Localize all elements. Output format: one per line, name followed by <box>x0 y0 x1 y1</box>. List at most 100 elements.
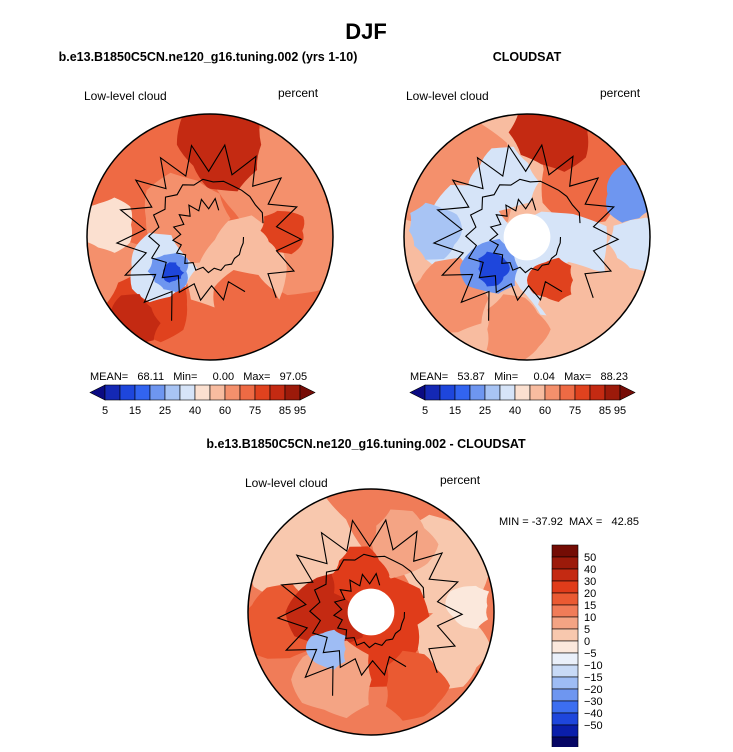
colorbar-tick-label: −40 <box>584 708 603 720</box>
colorbar-tick-label: 95 <box>294 405 306 417</box>
colorbar-tick-label: 10 <box>584 612 596 624</box>
colorbar-swatch <box>484 384 501 401</box>
contour-region <box>291 640 372 719</box>
contour-region <box>606 164 650 223</box>
colorbar-swatch <box>119 384 136 401</box>
colorbar-swatch <box>589 384 606 401</box>
colorbar-tick-label: 15 <box>449 405 461 417</box>
colorbar-swatch <box>551 736 579 750</box>
pole-hole <box>347 588 395 636</box>
colorbar-tick-label: 50 <box>584 552 596 564</box>
colorbar-swatch <box>469 384 486 401</box>
contour-region <box>408 202 462 260</box>
colorbar-swatch <box>551 640 579 654</box>
colorbar-tick-label: −30 <box>584 696 603 708</box>
panel1-stats: MEAN= 68.11 Min= 0.00 Max= 97.05 <box>90 371 307 383</box>
contour-region <box>508 114 589 172</box>
colorbar-swatch <box>551 688 579 702</box>
panel2-left-label: Low-level cloud <box>406 89 489 103</box>
colorbar-tick-label: 20 <box>584 588 596 600</box>
map-boundary <box>403 113 651 361</box>
colorbar-swatch <box>254 384 271 401</box>
panel1-right-label: percent <box>278 86 319 100</box>
colorbar-swatch <box>551 700 579 714</box>
colorbar-tick-label: 40 <box>189 405 201 417</box>
panel1-colorbar: 5 15 25 40 60 75 85 95 <box>89 384 316 417</box>
panel3-right-label: percent <box>440 473 481 487</box>
colorbar-swatch <box>194 384 211 401</box>
colorbar-swatch <box>559 384 576 401</box>
colorbar-tick-label: 0 <box>584 636 590 648</box>
contour-region <box>486 294 551 360</box>
colorbar-swatch <box>104 384 121 401</box>
coastline <box>115 143 303 321</box>
colorbar-swatch <box>454 384 471 401</box>
colorbar-swatch <box>551 556 579 570</box>
panel3-stats: MIN = -37.92 MAX = 42.85 <box>499 516 639 528</box>
panel2-colorbar: 5 15 25 40 60 75 85 95 <box>409 384 636 417</box>
panel2-stats: MEAN= 53.87 Min= 0.04 Max= 88.23 <box>410 371 628 383</box>
colorbar-swatch <box>409 384 426 401</box>
colorbar-tick-label: 95 <box>614 405 626 417</box>
colorbar-swatch <box>179 384 196 401</box>
colorbar-tick-label: −5 <box>584 648 597 660</box>
colorbar-tick-label: 60 <box>539 405 551 417</box>
colorbar-swatch <box>551 664 579 678</box>
colorbar-swatch <box>551 604 579 618</box>
colorbar-tick-label: −50 <box>584 720 603 732</box>
colorbar-tick-label: −20 <box>584 684 603 696</box>
colorbar-swatch <box>551 544 579 558</box>
panel2-map <box>403 113 651 361</box>
panel1-left-label: Low-level cloud <box>84 89 167 103</box>
colorbar-swatch <box>284 384 301 401</box>
colorbar-swatch <box>529 384 546 401</box>
colorbar-tick-label: 85 <box>599 405 611 417</box>
colorbar-tick-label: 40 <box>509 405 521 417</box>
colorbar-swatch <box>551 628 579 642</box>
panel3-field <box>248 489 494 735</box>
colorbar-swatch <box>224 384 241 401</box>
colorbar-swatch <box>209 384 226 401</box>
colorbar-tick-label: 30 <box>584 576 596 588</box>
colorbar-swatch <box>269 384 286 401</box>
colorbar-swatch <box>604 384 621 401</box>
panel1-field <box>87 114 333 360</box>
figure-title: DJF <box>345 19 387 44</box>
contour-region <box>213 270 289 352</box>
colorbar-swatch <box>619 384 636 401</box>
colorbar-tick-label: 60 <box>219 405 231 417</box>
colorbar-tick-label: 25 <box>479 405 491 417</box>
panel2-field <box>404 114 650 360</box>
panel2-right-label: percent <box>600 86 641 100</box>
colorbar-swatch <box>574 384 591 401</box>
colorbar-swatch <box>551 724 579 738</box>
contour-region <box>371 509 439 579</box>
contour-region <box>87 197 133 253</box>
colorbar-tick-label: −10 <box>584 660 603 672</box>
colorbar-tick-label: 75 <box>249 405 261 417</box>
panel1-heading: b.e13.B1850C5CN.ne120_g16.tuning.002 (yr… <box>59 50 358 64</box>
colorbar-swatch <box>499 384 516 401</box>
colorbar-swatch <box>551 712 579 726</box>
colorbar-swatch <box>164 384 181 401</box>
contour-region <box>445 585 490 630</box>
colorbar-swatch <box>551 616 579 630</box>
colorbar-swatch <box>551 568 579 582</box>
colorbar-swatch <box>89 384 106 401</box>
colorbar-swatch <box>551 580 579 594</box>
colorbar-swatch <box>149 384 166 401</box>
pole-hole <box>503 213 551 261</box>
panel3-map <box>247 488 495 736</box>
colorbar-tick-label: 5 <box>422 405 428 417</box>
colorbar-swatch <box>544 384 561 401</box>
map-boundary <box>247 488 495 736</box>
colorbar-swatch <box>424 384 441 401</box>
panel2-heading: CLOUDSAT <box>493 50 562 64</box>
contour-region <box>176 114 262 192</box>
colorbar-tick-label: 15 <box>584 600 596 612</box>
colorbar-swatch <box>551 676 579 690</box>
coastline <box>276 518 464 696</box>
colorbar-swatch <box>551 652 579 666</box>
